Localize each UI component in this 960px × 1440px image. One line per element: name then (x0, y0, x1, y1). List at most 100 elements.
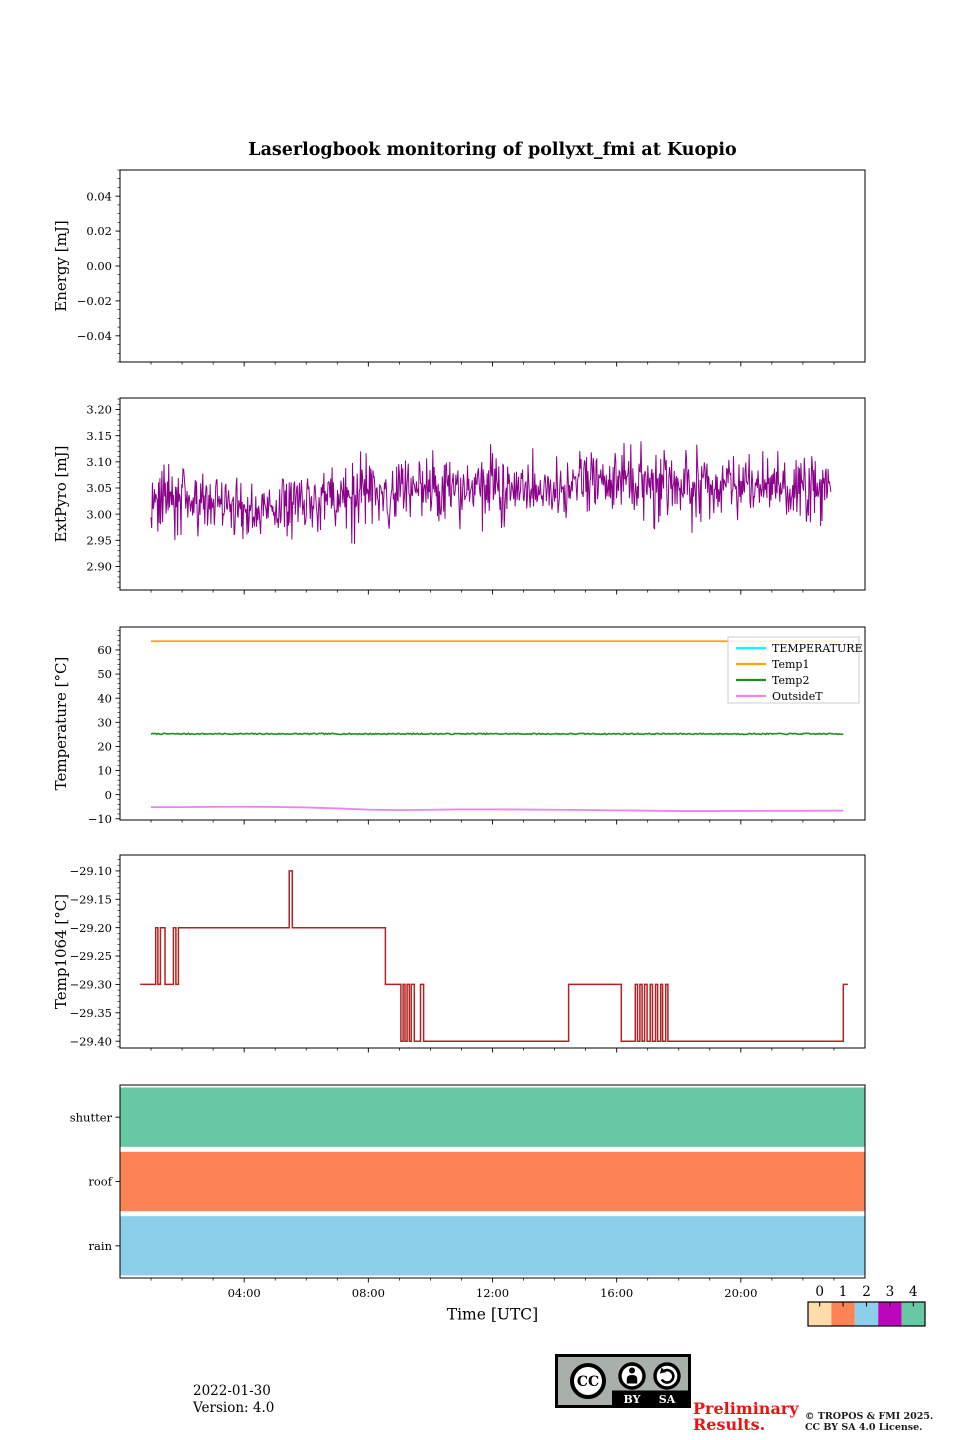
y-tick-label: 0.00 (86, 259, 112, 273)
y-tick-label: 10 (97, 764, 112, 778)
y-tick-label: 3.15 (86, 429, 112, 443)
x-ticks-energy (150, 362, 835, 367)
x-tick-label: 16:00 (600, 1286, 633, 1300)
y-tick-label: 3.20 (86, 403, 112, 417)
status-row-label-shutter: shutter (70, 1110, 113, 1124)
axes-box-extpyro (119, 397, 866, 591)
subplot-extpyro: 3.20 3.15 3.10 3.05 3.00 2.95 2.90 ExtPyro [mJ] (52, 397, 866, 595)
legend-label-OutsideT: OutsideT (772, 690, 823, 703)
subplot-temperature: 60 50 40 30 20 10 0 −10 Temperature [°C] TEMPERAT… (52, 626, 866, 826)
figure-title: Laserlogbook monitoring of pollyxt_fmi a… (248, 140, 737, 160)
y-tick-label: −10 (88, 812, 112, 826)
y-axis-label-temperature: Temperature [°C] (52, 657, 70, 791)
colorbar-tick-label: 1 (839, 1284, 848, 1300)
status-band-shutter (120, 1087, 865, 1147)
y-tick-label: −29.15 (69, 892, 112, 906)
copyright-line1: © TROPOS & FMI 2025. (805, 1411, 934, 1422)
y-tick-label: 2.95 (86, 533, 112, 547)
y-tick-label: −29.40 (69, 1034, 112, 1048)
x-ticks-temp1064 (150, 1048, 835, 1053)
y-tick-label: −29.20 (69, 921, 112, 935)
y-tick-label: 0.02 (86, 224, 112, 238)
y-axis-label-energy: Energy [mJ] (52, 220, 70, 311)
y-tick-label: −29.10 (69, 864, 112, 878)
y-tick-label: 60 (97, 643, 112, 657)
series-Temp2 (150, 732, 844, 736)
colorbar-tick-label: 4 (909, 1284, 918, 1300)
y-tick-label: 20 (97, 740, 112, 754)
y-tick-label: 3.10 (86, 455, 112, 469)
y-tick-label: 30 (97, 715, 112, 729)
copyright-line2: CC BY SA 4.0 License. (805, 1422, 923, 1433)
cc-icon (570, 1363, 606, 1399)
cc-badge-black-band (612, 1390, 690, 1407)
by-person-body (626, 1375, 638, 1384)
time-axis: 04:00 08:00 12:00 16:00 20:00 Time [UTC] (228, 1286, 758, 1323)
colorbar-tick-label: 0 (815, 1284, 824, 1300)
series-ExtPyro (150, 441, 832, 544)
colorbar-border (807, 1301, 926, 1327)
preliminary-line2: Results. (693, 1415, 766, 1434)
y-tick-label: 0 (105, 788, 112, 802)
sa-arrow-arc (660, 1368, 675, 1384)
subplot-status: shutter roof rain (70, 1084, 866, 1283)
colorbar-tick-label: 3 (886, 1284, 895, 1300)
footer-version: Version: 4.0 (193, 1400, 275, 1416)
footer-date-version: 2022-01-30 Version: 4.0 (193, 1383, 274, 1417)
y-ticks-temp1064: −29.10 −29.15 −29.20 −29.25 −29.30 −29.35 −29.… (69, 859, 120, 1048)
y-tick-label: −0.02 (77, 294, 112, 308)
colorbar-cell-3 (878, 1302, 902, 1326)
subplot-energy: 0.04 0.02 0.00 −0.02 −0.04 Energy [mJ] (52, 169, 866, 367)
x-tick-label: 04:00 (228, 1286, 261, 1300)
status-row-label-roof: roof (88, 1175, 112, 1189)
colorbar-cell-4 (901, 1302, 925, 1326)
x-ticks-extpyro (150, 590, 835, 595)
legend-label-Temp1: Temp1 (772, 658, 809, 671)
legend-label-Temp2: Temp2 (772, 674, 809, 687)
y-ticks-temperature: 60 50 40 30 20 10 0 −10 (88, 630, 120, 826)
legend-label-TEMPERATURE: TEMPERATURE (772, 642, 863, 655)
x-tick-label: 12:00 (476, 1286, 509, 1300)
colorbar-tick-label: 2 (862, 1284, 871, 1300)
x-tick-label: 08:00 (352, 1286, 385, 1300)
colorbar-cell-0 (808, 1302, 832, 1326)
cc-icon-label: CC (577, 1374, 599, 1390)
cc-by-label: BY (624, 1393, 641, 1406)
y-tick-label: 3.05 (86, 481, 112, 495)
sa-arrow-head (659, 1367, 666, 1374)
colorbar-cell-1 (831, 1302, 855, 1326)
status-band-rain (120, 1216, 865, 1276)
preliminary-results-text: Preliminary Results. (693, 1401, 799, 1433)
sa-arrow-icon (653, 1362, 681, 1390)
y-ticks-energy: 0.04 0.02 0.00 −0.02 −0.04 (77, 169, 120, 363)
by-person-head (629, 1367, 635, 1374)
copyright-text: © TROPOS & FMI 2025. CC BY SA 4.0 Licens… (805, 1411, 933, 1433)
footer-date: 2022-01-30 (193, 1383, 271, 1399)
x-tick-label: 20:00 (724, 1286, 757, 1300)
y-axis-label-temp1064: Temp1064 [°C] (52, 894, 70, 1009)
x-axis-label: Time [UTC] (447, 1306, 538, 1324)
y-tick-label: −29.25 (69, 949, 112, 963)
cc-sa-label: SA (659, 1393, 676, 1406)
colorbar-cell-2 (854, 1302, 879, 1326)
y-tick-label: 3.00 (86, 507, 112, 521)
status-row-label-rain: rain (89, 1239, 113, 1253)
y-tick-label: −29.30 (69, 978, 112, 992)
y-tick-label: 40 (97, 691, 112, 705)
series-OutsideT (150, 805, 844, 812)
legend: TEMPERATURE Temp1 Temp2 OutsideT (727, 636, 863, 704)
y-tick-label: 50 (97, 667, 112, 681)
y-tick-label: 0.04 (86, 189, 112, 203)
axes-box-status (119, 1084, 866, 1279)
x-ticks-temperature (150, 820, 835, 825)
preliminary-line1: Preliminary (693, 1399, 799, 1418)
cc-by-sa-badge: CC BY SA (555, 1354, 691, 1408)
y-ticks-extpyro: 3.20 3.15 3.10 3.05 3.00 2.95 2.90 (86, 398, 120, 588)
subplot-temp1064: −29.10 −29.15 −29.20 −29.25 −29.30 −29.35 −29.… (52, 854, 866, 1053)
y-tick-label: 2.90 (86, 560, 112, 574)
axes-box-temperature (119, 626, 866, 821)
axes-box-energy (119, 169, 866, 363)
